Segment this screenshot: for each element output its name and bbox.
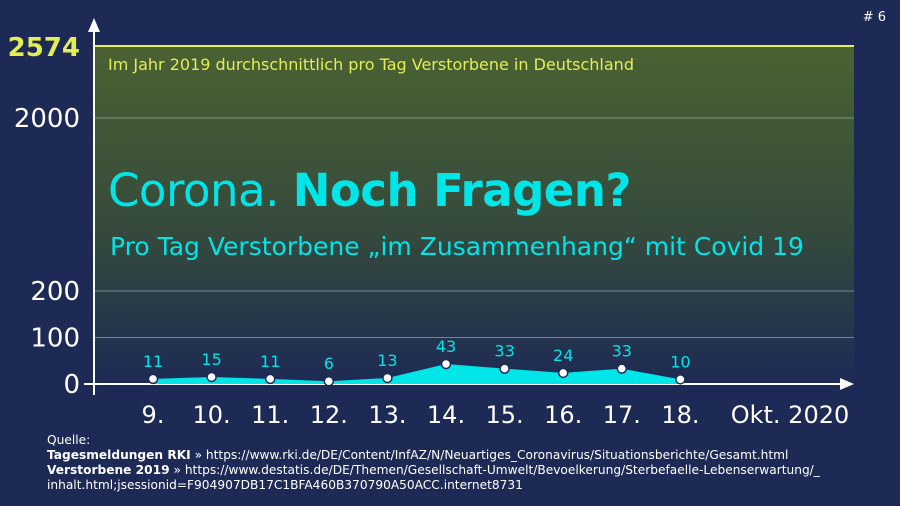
x-tick-label: 10.	[193, 401, 231, 429]
source-text-1: » https://www.rki.de/DE/Content/InfAZ/N/…	[190, 448, 789, 462]
x-unit-label: Okt. 2020	[731, 401, 850, 429]
data-point	[675, 374, 686, 385]
x-tick-label: 15.	[486, 401, 524, 429]
sources: Quelle: Tagesmeldungen RKI » https://www…	[47, 433, 820, 493]
data-label: 11	[260, 352, 280, 371]
x-tick-label: 16.	[544, 401, 582, 429]
reference-area	[94, 46, 854, 384]
data-label: 10	[670, 352, 690, 371]
source-line-1: Tagesmeldungen RKI » https://www.rki.de/…	[47, 448, 820, 463]
data-point	[206, 371, 217, 383]
reference-label: Im Jahr 2019 durchschnittlich pro Tag Ve…	[108, 55, 634, 74]
gridlines	[94, 45, 854, 338]
series-area	[153, 364, 681, 384]
headline: Corona. Noch Fragen?	[108, 164, 631, 217]
y-tick-label: 2000	[14, 104, 80, 134]
x-axis-arrow	[840, 378, 854, 390]
labels: 0 100 200 2000 2574 11 9. 15 10. 11 11. 6 12. 13 13. 43…	[8, 33, 850, 429]
data-point	[616, 363, 628, 374]
data-point	[499, 363, 510, 374]
data-label: 33	[494, 342, 514, 361]
data-point	[557, 367, 569, 379]
page-number: # 6	[862, 10, 886, 25]
sources-heading: Quelle:	[47, 433, 91, 447]
headline-part2: Noch Fragen?	[292, 164, 632, 217]
series	[147, 358, 686, 387]
source-text-3: inhalt.html;jsessionid=F904907DB17C1BFA4…	[47, 478, 523, 492]
data-point	[147, 373, 159, 385]
source-text-2: » https://www.destatis.de/DE/Themen/Gese…	[169, 463, 820, 477]
data-point	[323, 375, 335, 387]
data-label: 13	[377, 351, 397, 370]
y-tick-label: 100	[30, 324, 80, 354]
x-tick-label: 18.	[661, 401, 699, 429]
data-point	[382, 372, 393, 384]
subline: Pro Tag Verstorbene „im Zusammenhang“ mi…	[110, 232, 804, 261]
x-tick-label: 9.	[142, 401, 165, 429]
x-tick-label: 11.	[251, 401, 289, 429]
data-label: 11	[143, 352, 163, 371]
reference-value: 2574	[8, 33, 80, 63]
data-point	[264, 373, 276, 385]
source-line-3: inhalt.html;jsessionid=F904907DB17C1BFA4…	[47, 478, 820, 493]
source-line-2: Verstorbene 2019 » https://www.destatis.…	[47, 463, 820, 478]
y-axis-arrow	[88, 18, 100, 32]
source-name-2: Verstorbene 2019	[47, 463, 170, 477]
data-label: 43	[436, 337, 456, 356]
x-tick-label: 17.	[603, 401, 641, 429]
headline-part1: Corona.	[108, 164, 279, 217]
y-tick-label: 0	[63, 370, 80, 400]
data-label: 33	[612, 342, 632, 361]
x-tick-label: 14.	[427, 401, 465, 429]
data-point	[440, 358, 452, 370]
x-tick-label: 13.	[368, 401, 406, 429]
data-label: 24	[553, 346, 573, 365]
y-tick-label: 200	[30, 277, 80, 307]
x-tick-label: 12.	[310, 401, 348, 429]
data-label: 15	[201, 350, 221, 369]
data-label: 6	[324, 354, 334, 373]
source-name-1: Tagesmeldungen RKI	[47, 448, 191, 462]
